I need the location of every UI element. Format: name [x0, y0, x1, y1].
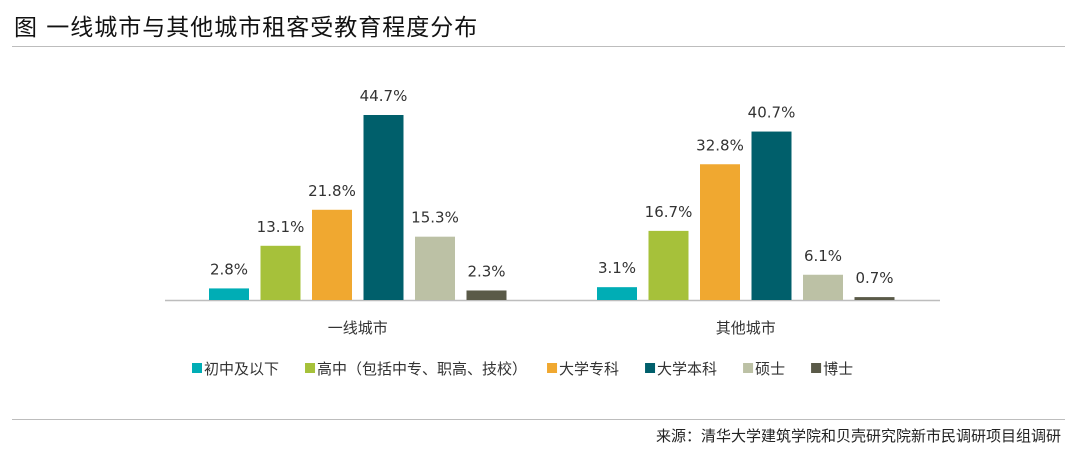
legend-label: 硕士 [755, 360, 785, 378]
bar [363, 115, 404, 300]
data-label: 15.3% [411, 209, 459, 227]
data-label: 21.8% [308, 182, 356, 200]
data-label: 40.7% [748, 104, 796, 122]
legend-label: 博士 [823, 360, 853, 378]
data-label: 32.8% [696, 136, 744, 154]
legend-label: 初中及以下 [204, 360, 279, 378]
legend-swatch [192, 363, 202, 373]
data-label: 2.3% [467, 262, 505, 280]
chart-title: 图 一线城市与其他城市租客受教育程度分布 [14, 15, 479, 41]
bar [209, 288, 249, 300]
bar [854, 297, 895, 300]
legend-swatch [811, 363, 822, 373]
data-label: 2.8% [210, 260, 248, 278]
title-divider [12, 46, 1065, 47]
bar-chart: 2.8% 13.1%21.8% 44.7% 15.3% 2.3% 一线城市 3.1% 16.7… [165, 87, 940, 378]
bar [597, 287, 637, 300]
legend-label: 大学本科 [657, 360, 717, 378]
category-label: 一线城市 [328, 319, 388, 337]
bar [803, 274, 843, 300]
data-label: 44.7% [360, 87, 408, 105]
category-label: 其他城市 [716, 319, 776, 337]
data-label: 16.7% [645, 203, 693, 221]
bar [700, 164, 740, 300]
source-divider [12, 419, 1065, 420]
bar [648, 230, 689, 300]
bar [466, 290, 507, 300]
bar [751, 131, 792, 300]
source-note: 来源：清华大学建筑学院和贝壳研究院新市民调研项目组调研 [655, 427, 1061, 445]
bar [415, 236, 455, 300]
legend-swatch [547, 363, 558, 373]
data-label: 0.7% [855, 269, 893, 287]
legend-swatch [743, 363, 754, 373]
bar [260, 245, 301, 300]
data-label: 13.1% [257, 218, 305, 236]
legend-swatch [305, 363, 316, 373]
legend-label: 大学专科 [559, 360, 619, 378]
bar [312, 209, 352, 300]
data-label: 6.1% [804, 247, 842, 265]
legend-swatch [645, 363, 656, 373]
legend-label: 高中（包括中专、职高、技校） [317, 360, 527, 378]
data-label: 3.1% [598, 259, 636, 277]
